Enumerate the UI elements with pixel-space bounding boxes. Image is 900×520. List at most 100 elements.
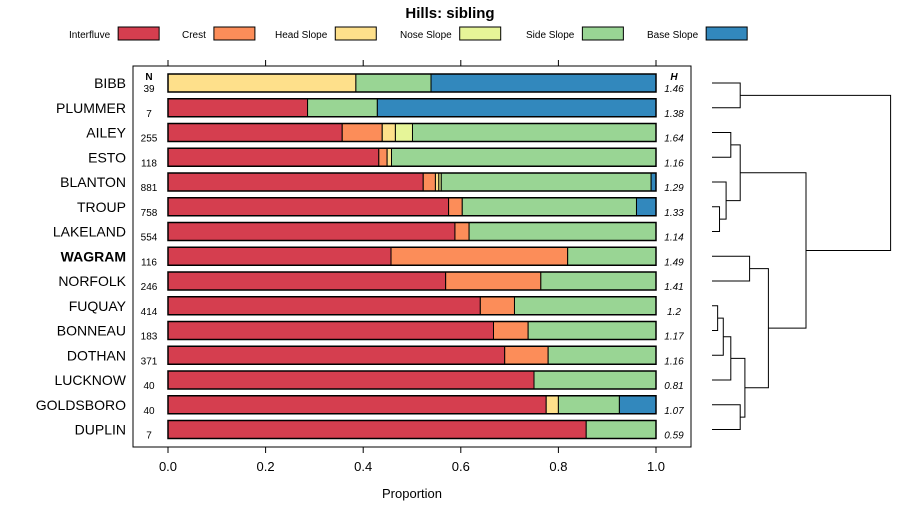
dendrogram-link: [744, 268, 769, 389]
dendrogram-link: [740, 94, 892, 251]
bar-segment: [448, 197, 463, 217]
row-label: TROUP: [77, 199, 126, 215]
bar-segment: [527, 321, 657, 340]
bar-row: LAKELAND 554 1.14: [53, 221, 684, 244]
h-value: 1.14: [664, 233, 684, 244]
bar-segment: [355, 73, 432, 93]
h-value: 0.59: [664, 431, 684, 442]
x-tick-label: 1.0: [647, 459, 665, 474]
bar-segment: [167, 172, 424, 192]
dendrogram-link: [712, 336, 732, 381]
n-value: 758: [141, 208, 158, 219]
n-column-header: N: [145, 72, 152, 83]
bar-segment: [479, 296, 515, 316]
h-value: 1.33: [664, 208, 684, 219]
h-value: 1.41: [664, 282, 683, 293]
dendrogram-link: [712, 82, 741, 109]
bar-segment: [386, 147, 393, 167]
bar-outline: [167, 122, 657, 143]
dendrogram-link: [712, 255, 751, 282]
h-value: 1.46: [664, 84, 684, 95]
dendrogram-link: [712, 132, 732, 158]
x-axis-title: Proportion: [382, 486, 442, 501]
legend-label: Head Slope: [275, 30, 328, 41]
bar-segment: [445, 271, 542, 291]
n-value: 881: [141, 183, 158, 194]
legend-swatch: [459, 26, 502, 41]
h-value: 1.49: [664, 257, 684, 268]
bar-segment: [513, 296, 657, 316]
legend-swatch: [213, 26, 256, 41]
row-label: DUPLIN: [75, 422, 126, 438]
bar-outline: [167, 320, 657, 341]
n-value: 371: [141, 356, 158, 367]
bar-outline: [167, 370, 657, 390]
legend-label: Nose Slope: [400, 30, 452, 41]
bar-outline: [167, 147, 657, 167]
n-value: 246: [141, 282, 158, 293]
bar-segment: [167, 246, 392, 266]
bar-segment: [411, 123, 657, 142]
bar-segment: [391, 147, 657, 167]
dendrogram-link: [740, 172, 807, 329]
h-value: 1.2: [667, 307, 681, 318]
bar-outline: [167, 98, 657, 118]
row-label: DOTHAN: [67, 347, 126, 363]
bar-outline: [167, 246, 657, 266]
legend-label: Interfluve: [69, 30, 111, 41]
bar-segment: [547, 345, 657, 365]
bar-segment: [454, 222, 470, 241]
n-value: 39: [143, 84, 155, 95]
bar-row: BONNEAU 183 1.17: [57, 320, 684, 343]
bar-segment: [167, 98, 309, 118]
h-value: 1.16: [664, 356, 684, 367]
legend-swatch: [581, 26, 624, 41]
dendrogram-link: [726, 144, 741, 202]
row-label: LAKELAND: [53, 224, 126, 240]
legend: Interfluve Crest Head Slope Nose Slope Side …: [69, 26, 748, 41]
bar-segment: [390, 246, 569, 266]
n-value: 183: [141, 332, 158, 343]
bar-segment: [618, 395, 657, 415]
bar-segment: [167, 147, 380, 167]
h-value: 1.17: [664, 332, 684, 343]
legend-swatch: [117, 26, 160, 41]
row-label: BONNEAU: [57, 323, 126, 339]
bar-segment: [307, 98, 378, 118]
row-label: NORFOLK: [58, 273, 126, 289]
bar-segment: [492, 321, 529, 340]
bar-segment: [540, 271, 657, 291]
h-value: 1.16: [664, 158, 684, 169]
bar-segment: [430, 73, 657, 93]
bar-segment: [167, 321, 494, 340]
bar-segment: [167, 222, 456, 241]
bar-outline: [167, 197, 657, 217]
dendrogram: [712, 82, 892, 430]
bar-segment: [167, 370, 535, 390]
h-value: 1.07: [664, 406, 684, 417]
dendrogram-link: [730, 357, 746, 418]
legend-swatch: [334, 26, 377, 41]
bar-row: AILEY 255 1.64: [86, 122, 684, 145]
bar-segment: [167, 345, 506, 365]
legend-label: Base Slope: [647, 30, 699, 41]
n-value: 554: [141, 233, 158, 244]
bar-row: FUQUAY 414 1.2: [69, 296, 681, 318]
bar-row: DUPLIN 7 0.59: [75, 419, 684, 442]
n-value: 255: [141, 134, 158, 145]
bar-outline: [167, 271, 657, 291]
row-label: BLANTON: [60, 174, 126, 190]
bar-segment: [461, 197, 637, 217]
bar-segment: [545, 395, 559, 415]
bar-segment: [381, 123, 396, 142]
bar-segment: [504, 345, 549, 365]
bar-segment: [167, 420, 587, 439]
bar-segment: [341, 123, 383, 142]
bar-segment: [394, 123, 413, 142]
n-value: 40: [143, 381, 155, 392]
bar-segment: [167, 395, 547, 415]
bar-outline: [167, 172, 657, 192]
legend-swatch: [705, 26, 748, 41]
bar-segment: [468, 222, 657, 241]
